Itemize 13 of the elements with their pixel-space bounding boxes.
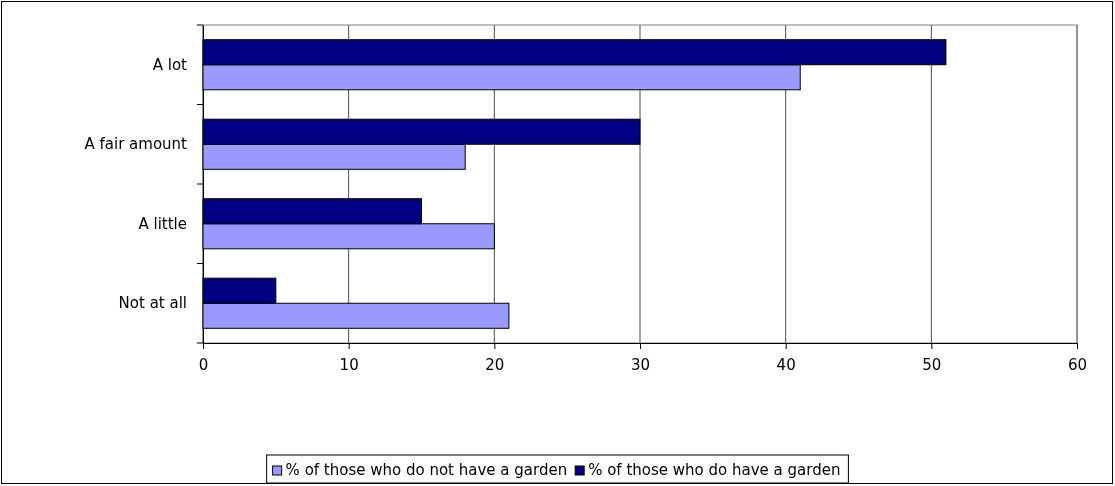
legend-label: % of those who do have a garden bbox=[588, 461, 841, 479]
x-tick-label: 50 bbox=[922, 355, 942, 374]
x-tick-label: 20 bbox=[485, 355, 505, 374]
y-tick-label: A fair amount bbox=[84, 135, 188, 154]
x-tick-label: 0 bbox=[198, 355, 209, 374]
x-tick-label: 30 bbox=[630, 355, 651, 374]
x-tick-label: 40 bbox=[776, 355, 796, 374]
y-tick-label: Not at all bbox=[118, 294, 187, 313]
y-tick-label: A lot bbox=[152, 55, 188, 74]
x-tick-label: 10 bbox=[339, 355, 359, 374]
legend-label: % of those who do not have a garden bbox=[285, 461, 568, 479]
x-tick-label: 60 bbox=[1067, 355, 1088, 374]
y-tick-label: A little bbox=[138, 214, 187, 233]
